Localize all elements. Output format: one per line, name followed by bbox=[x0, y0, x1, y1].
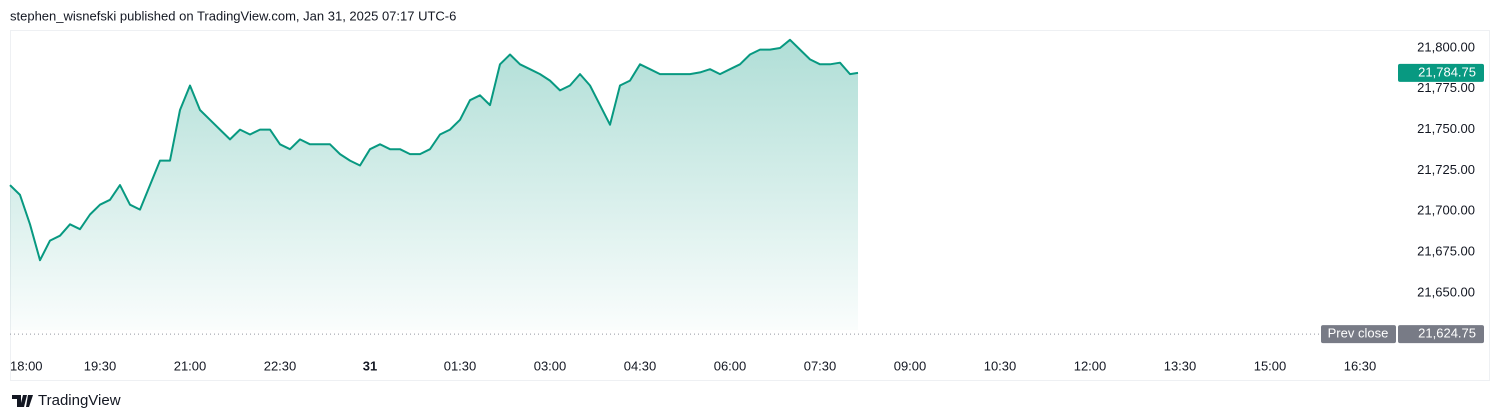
prev-close-name: Prev close bbox=[1328, 326, 1389, 341]
y-tick-label: 21,700.00 bbox=[1417, 203, 1475, 218]
x-tick-label: 13:30 bbox=[1164, 358, 1197, 373]
y-tick-label: 21,725.00 bbox=[1417, 162, 1475, 177]
x-tick-label: 03:00 bbox=[534, 358, 567, 373]
prev-close-value-box bbox=[1398, 325, 1484, 344]
header: stephen_wisnefski published on TradingVi… bbox=[10, 8, 456, 23]
area-fill bbox=[10, 39, 858, 331]
prev-close-name-box bbox=[1321, 325, 1396, 344]
x-tick-label: 31 bbox=[363, 358, 377, 373]
x-tick-label: 15:00 bbox=[1254, 358, 1287, 373]
x-tick-label: 21:00 bbox=[174, 358, 207, 373]
x-tick-label: 22:30 bbox=[264, 358, 297, 373]
x-tick-label: 09:00 bbox=[894, 358, 927, 373]
y-tick-label: 21,775.00 bbox=[1417, 80, 1475, 95]
x-tick-label: 19:30 bbox=[84, 358, 117, 373]
price-line bbox=[9, 38, 859, 262]
y-tick-label: 21,800.00 bbox=[1417, 39, 1475, 54]
last-price-label: 21,784.75 bbox=[1418, 64, 1476, 79]
x-tick-label: 12:00 bbox=[1074, 358, 1107, 373]
x-tick-label: 18:00 bbox=[10, 358, 43, 373]
x-tick-label: 01:30 bbox=[444, 358, 477, 373]
y-tick-label: 21,675.00 bbox=[1417, 243, 1475, 258]
x-tick-label: 04:30 bbox=[624, 358, 657, 373]
x-tick-label: 06:00 bbox=[714, 358, 747, 373]
prev-close-label: 21,624.75 bbox=[1418, 326, 1476, 341]
y-tick-label: 21,650.00 bbox=[1417, 284, 1475, 299]
y-tick-label: 21,750.00 bbox=[1417, 121, 1475, 136]
x-tick-label: 10:30 bbox=[984, 358, 1017, 373]
x-tick-label: 07:30 bbox=[804, 358, 837, 373]
logo bbox=[12, 395, 33, 407]
footer-logo-text: TradingView bbox=[38, 392, 121, 409]
x-tick-label: 16:30 bbox=[1344, 358, 1377, 373]
last-price-box bbox=[1398, 63, 1484, 82]
